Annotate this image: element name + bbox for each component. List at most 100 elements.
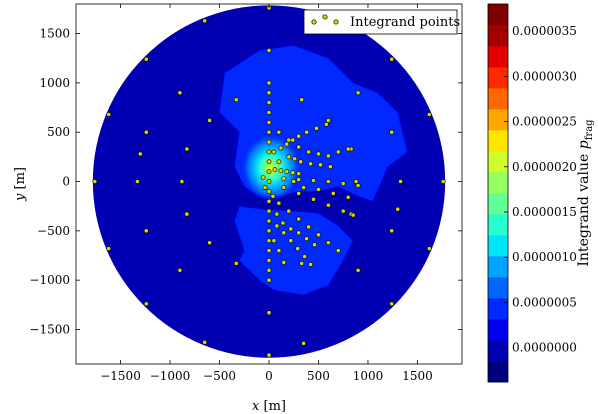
colorbar-band — [488, 88, 508, 110]
integrand-point — [266, 218, 272, 224]
integrand-point — [398, 179, 403, 184]
integrand-point — [274, 223, 280, 229]
integrand-point — [325, 118, 331, 123]
integrand-point — [184, 211, 190, 217]
integrand-point — [143, 301, 149, 307]
legend: Integrand points — [303, 9, 460, 35]
integrand-point — [316, 232, 321, 238]
colorbar-band — [488, 46, 508, 68]
legend-box — [303, 9, 458, 35]
integrand-point — [143, 56, 149, 62]
integrand-point — [266, 198, 272, 204]
x-axis: −1500 −1000 −500 0 500 1000 1500 — [100, 4, 433, 383]
y-axis: −1500 −1000 −500 0 500 1000 1500 — [29, 27, 462, 336]
colorbar-band — [488, 4, 508, 26]
colorbar-band — [488, 130, 508, 152]
integrand-point — [270, 193, 276, 199]
integrand-point — [143, 228, 149, 234]
integrand-point — [274, 211, 280, 217]
integrand-point — [302, 254, 307, 259]
integrand-point — [426, 112, 432, 117]
integrand-point — [276, 248, 282, 253]
integrand-point — [284, 169, 290, 175]
colorbar-band — [488, 256, 508, 278]
integrand-point — [308, 161, 313, 167]
colorbar-band — [488, 151, 508, 173]
integrand-point — [335, 149, 341, 155]
x-tick-label: −500 — [203, 369, 236, 383]
integrand-point — [266, 100, 272, 105]
integrand-point — [299, 97, 305, 103]
integrand-point — [389, 129, 395, 135]
colorbar-band — [488, 172, 508, 194]
integrand-point — [266, 238, 272, 244]
integrand-point — [304, 129, 309, 135]
colorbar-band — [488, 214, 508, 236]
integrand-point — [325, 202, 331, 208]
integrand-point — [207, 118, 212, 123]
integrand-point — [311, 178, 316, 183]
integrand-point — [426, 246, 432, 251]
integrand-point — [266, 80, 272, 86]
integrand-point — [266, 169, 272, 175]
colorbar-band — [488, 25, 508, 47]
integrand-point — [325, 240, 331, 246]
integrand-point — [179, 179, 185, 184]
colorbar-tick-label: 0.0000010 — [512, 250, 577, 264]
legend-marker — [311, 14, 339, 25]
integrand-point — [292, 156, 298, 162]
integrand-point — [266, 159, 272, 165]
integrand-point — [286, 154, 292, 160]
integrand-point — [345, 194, 351, 200]
integrand-point — [281, 185, 287, 190]
x-tick-label: −1500 — [100, 369, 141, 383]
integrand-point — [134, 179, 140, 184]
integrand-point — [311, 196, 316, 202]
integrand-point — [340, 181, 346, 186]
integrand-point — [266, 110, 272, 115]
colorbar-band — [488, 277, 508, 299]
y-tick-label: −1500 — [29, 322, 70, 336]
integrand-point — [266, 90, 272, 96]
x-axis-label: x [m] — [252, 399, 286, 414]
colorbar-tick-label: 0.0000025 — [512, 115, 577, 129]
integrand-point — [440, 179, 446, 184]
integrand-point — [291, 179, 297, 184]
integrand-point — [266, 149, 272, 155]
integrand-points — [92, 5, 446, 358]
y-tick-label: 1000 — [39, 76, 70, 90]
integrand-point — [290, 170, 296, 176]
x-tick-label: 500 — [307, 369, 330, 383]
colorbar-band — [488, 193, 508, 215]
integrand-point — [280, 220, 286, 226]
integrand-point — [266, 129, 272, 135]
integrand-point — [286, 137, 292, 143]
integrand-point — [301, 185, 306, 190]
colorbar-tick-label: 0.0000015 — [512, 205, 577, 219]
contour-hotspot — [241, 134, 301, 202]
integrand-point — [266, 120, 272, 125]
integrand-point — [278, 145, 284, 151]
integrand-point — [276, 200, 282, 206]
integrand-point — [290, 137, 296, 143]
integrand-point — [316, 186, 321, 192]
colorbar: 0.0000000 0.0000005 0.0000010 0.0000015 0.00… — [487, 3, 595, 383]
colorbar-band — [488, 298, 508, 320]
integrand-point — [312, 242, 317, 248]
integrand-point — [281, 176, 287, 181]
colorbar-tick-label: 0.0000005 — [512, 295, 577, 309]
integrand-point — [177, 267, 183, 273]
integrand-point — [345, 146, 351, 152]
integrand-point — [298, 159, 304, 165]
integrand-point — [395, 206, 401, 212]
x-tick-label: 1500 — [402, 369, 433, 383]
integrand-point — [207, 240, 212, 246]
y-axis-label: y [m] — [13, 167, 28, 202]
plot-area — [75, 3, 463, 365]
integrand-point — [233, 260, 239, 266]
integrand-point — [389, 56, 395, 62]
colorbar-tick-label: 0.0000020 — [512, 160, 577, 174]
integrand-point — [296, 216, 302, 222]
integrand-point — [202, 339, 208, 345]
y-tick-label: 500 — [47, 125, 70, 139]
